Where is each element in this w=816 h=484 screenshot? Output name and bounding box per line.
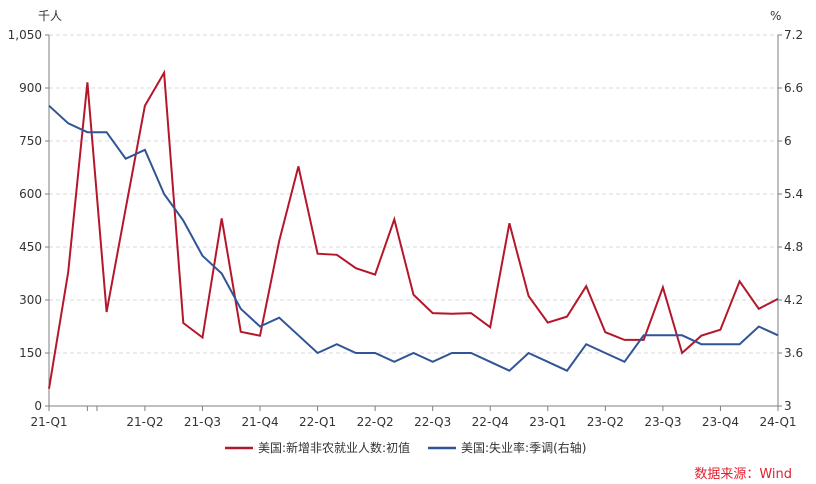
x-tick-label: 23-Q4 — [702, 415, 739, 429]
x-tick-label: 24-Q1 — [759, 415, 796, 429]
x-tick-label: 21-Q1 — [30, 415, 67, 429]
legend-label-unemployment: 美国:失业率:季调(右轴) — [461, 440, 586, 455]
left-tick-label: 900 — [19, 81, 42, 95]
left-tick-label: 1,050 — [8, 28, 42, 42]
legend: 美国:新增非农就业人数:初值 美国:失业率:季调(右轴) — [225, 440, 586, 455]
x-tick-label: 22-Q1 — [299, 415, 336, 429]
x-tick-label: 23-Q1 — [529, 415, 566, 429]
x-tick-label: 21-Q2 — [126, 415, 163, 429]
series-line-unemployment — [48, 104, 779, 372]
axes: 0 150 300 450 600 750 900 1,050 3 3.6 4.2 4.8 5.4 6 6.… — [8, 28, 803, 429]
left-tick-label: 600 — [19, 187, 42, 201]
right-tick-label: 6 — [784, 134, 792, 148]
x-tick-label: 22-Q4 — [472, 415, 509, 429]
right-tick-label: 3 — [784, 399, 792, 413]
left-axis-unit: 千人 — [38, 9, 62, 23]
right-tick-label: 4.8 — [784, 240, 803, 254]
right-axis-unit: % — [770, 9, 781, 23]
right-tick-label: 7.2 — [784, 28, 803, 42]
legend-label-jobs: 美国:新增非农就业人数:初值 — [258, 440, 410, 455]
left-tick-label: 0 — [34, 399, 42, 413]
right-tick-label: 3.6 — [784, 346, 803, 360]
x-tick-label: 21-Q4 — [241, 415, 278, 429]
right-tick-label: 6.6 — [784, 81, 803, 95]
x-tick-label: 22-Q3 — [414, 415, 451, 429]
x-tick-label: 23-Q2 — [587, 415, 624, 429]
x-tick-label: 23-Q3 — [644, 415, 681, 429]
left-tick-label: 750 — [19, 134, 42, 148]
series-lines — [48, 69, 779, 389]
grid-lines — [49, 34, 778, 354]
left-tick-label: 300 — [19, 293, 42, 307]
series-line-jobs — [48, 69, 779, 389]
x-tick-label: 22-Q2 — [357, 415, 394, 429]
right-tick-label: 4.2 — [784, 293, 803, 307]
left-tick-label: 150 — [19, 346, 42, 360]
left-tick-label: 450 — [19, 240, 42, 254]
source-note: 数据来源：Wind — [694, 467, 792, 482]
x-tick-label: 21-Q3 — [184, 415, 221, 429]
right-tick-label: 5.4 — [784, 187, 803, 201]
